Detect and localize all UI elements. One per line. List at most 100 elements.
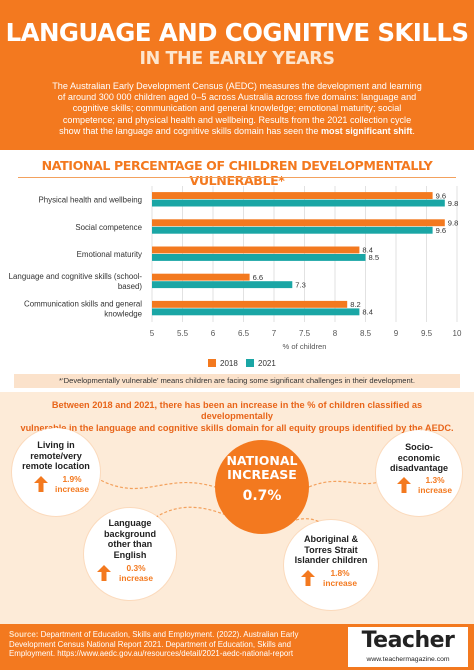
bar-2021 bbox=[152, 226, 433, 234]
bubble-value-number: 1.9% bbox=[62, 474, 82, 484]
x-axis-label: % of children bbox=[283, 342, 327, 351]
bubble-value-number: 1.8% bbox=[330, 568, 350, 578]
data-label: 8.2 bbox=[350, 300, 361, 309]
bar-2021 bbox=[152, 254, 366, 261]
category-label: Social competence bbox=[75, 223, 142, 232]
data-label: 9.8 bbox=[448, 219, 459, 228]
logo-wordmark: Teacher bbox=[361, 628, 455, 653]
x-tick-label: 7 bbox=[272, 329, 277, 338]
intro-line: The Australian Early Development Census … bbox=[52, 81, 422, 91]
intro-text: . bbox=[412, 125, 415, 136]
equity-intro-line: vulnerable in the language and cognitive… bbox=[20, 422, 454, 433]
legend-swatch bbox=[208, 359, 216, 367]
bubble-label-line: background bbox=[103, 528, 157, 539]
page-title: LANGUAGE AND COGNITIVE SKILLS bbox=[5, 18, 469, 47]
bubble-label-line: Aboriginal & bbox=[303, 534, 359, 544]
national-label: NATIONAL INCREASE bbox=[215, 454, 309, 482]
bubble-label-line: disadvantage bbox=[389, 463, 449, 474]
bubble-value-suffix: increase bbox=[119, 572, 153, 583]
intro-line: of around 300 000 children aged 0–5 acro… bbox=[57, 92, 417, 103]
bar-2018 bbox=[152, 246, 360, 254]
source-label: Source: bbox=[9, 630, 39, 639]
x-tick-label: 9 bbox=[394, 329, 399, 338]
source-text: Department of Education, Skills and Empl… bbox=[38, 630, 299, 639]
bubble-value-suffix: increase bbox=[323, 577, 357, 588]
intro-line: competence; and physical health and well… bbox=[62, 114, 412, 125]
up-arrow-icon bbox=[97, 565, 111, 581]
legend-label: 2021 bbox=[258, 359, 276, 368]
bar-2021 bbox=[152, 308, 360, 316]
source-citation: Source: Department of Education, Skills … bbox=[9, 630, 344, 659]
teacher-logo[interactable]: Teacher www.teachermagazine.com bbox=[348, 627, 468, 667]
category-label: based) bbox=[118, 282, 142, 291]
bubble-value: 1.3% increase bbox=[413, 475, 457, 495]
page-subtitle: IN THE EARLY YEARS bbox=[139, 49, 335, 69]
bar-2021 bbox=[152, 199, 445, 207]
bar-2018 bbox=[152, 273, 250, 281]
intro-emphasis: most significant shift bbox=[320, 125, 413, 136]
bubble-value-number: 1.3% bbox=[425, 475, 445, 485]
x-tick-label: 5 bbox=[150, 329, 155, 338]
source-line: Source: Department of Education, Skills … bbox=[9, 630, 344, 640]
bar-2018 bbox=[152, 300, 348, 308]
data-label: 9.6 bbox=[436, 226, 447, 235]
x-tick-label: 9.5 bbox=[421, 329, 433, 338]
national-label-line: INCREASE bbox=[227, 467, 297, 482]
x-tick-label: 5.5 bbox=[177, 329, 189, 338]
bar-2018 bbox=[152, 219, 445, 227]
bubble-label: Living in remote/very remote location bbox=[12, 440, 100, 472]
language-background-bubble: Language background other than English 0… bbox=[84, 508, 176, 600]
source-line: Employment. https://www.aedc.gov.au/reso… bbox=[9, 649, 294, 659]
intro-text: show that the language and cognitive ski… bbox=[59, 125, 321, 136]
bubble-value-suffix: increase bbox=[418, 484, 452, 495]
data-label: 8.5 bbox=[369, 253, 380, 262]
socio-economic-bubble: Socio- economic disadvantage 1.3% increa… bbox=[376, 430, 462, 516]
connector-line bbox=[83, 469, 216, 490]
category-label: Language and cognitive skills (school- bbox=[9, 272, 143, 281]
national-value: 0.7% bbox=[242, 488, 282, 504]
header-banner: LANGUAGE AND COGNITIVE SKILLS IN THE EAR… bbox=[0, 0, 474, 150]
bubble-value: 0.3% increase bbox=[114, 563, 158, 583]
bubble-label: Aboriginal & Torres Strait Islander chil… bbox=[284, 534, 378, 566]
aboriginal-torres-strait-bubble: Aboriginal & Torres Strait Islander chil… bbox=[284, 520, 378, 610]
intro-line: show that the language and cognitive ski… bbox=[24, 126, 450, 137]
intro-paragraph: The Australian Early Development Census … bbox=[24, 81, 450, 137]
logo-url[interactable]: www.teachermagazine.com bbox=[366, 656, 450, 663]
category-label: Physical health and wellbeing bbox=[38, 196, 142, 205]
category-label: knowledge bbox=[104, 309, 142, 318]
bubble-value: 1.8% increase bbox=[318, 568, 362, 588]
chart-divider bbox=[18, 177, 456, 178]
bubble-label-line: Torres Strait bbox=[304, 544, 358, 555]
data-label: 7.3 bbox=[295, 280, 306, 289]
category-label: Emotional maturity bbox=[77, 250, 142, 259]
bubble-label-line: English bbox=[113, 549, 147, 560]
bubble-value-suffix: increase bbox=[55, 483, 89, 494]
bar-2021 bbox=[152, 281, 293, 289]
source-line: Development Census National Report 2021.… bbox=[9, 639, 292, 649]
bubble-label-line: Islander children bbox=[294, 555, 368, 566]
bubble-label-line: Living in bbox=[37, 440, 75, 450]
footnote: *‘Developmentally vulnerable’ means chil… bbox=[14, 374, 460, 388]
national-label-line: NATIONAL bbox=[226, 453, 298, 468]
x-tick-label: 8 bbox=[333, 329, 338, 338]
data-label: 9.6 bbox=[436, 191, 447, 200]
data-label: 8.4 bbox=[362, 246, 373, 255]
remote-location-bubble: Living in remote/very remote location 1.… bbox=[12, 428, 100, 516]
bubble-label-line: Language bbox=[108, 518, 152, 528]
x-tick-label: 10 bbox=[453, 329, 462, 338]
x-tick-label: 7.5 bbox=[299, 329, 311, 338]
bubble-label-line: Socio- bbox=[405, 442, 433, 452]
data-label: 8.4 bbox=[362, 308, 373, 317]
bubble-label-line: other than bbox=[107, 539, 153, 550]
x-tick-label: 8.5 bbox=[360, 329, 372, 338]
bubble-label: Socio- economic disadvantage bbox=[376, 442, 462, 474]
national-increase-badge: NATIONAL INCREASE 0.7% bbox=[215, 440, 309, 534]
up-arrow-icon bbox=[301, 570, 315, 586]
up-arrow-icon bbox=[397, 477, 411, 493]
bubble-label: Language background other than English bbox=[84, 518, 176, 560]
legend-label: 2018 bbox=[220, 359, 238, 368]
bubble-label-line: economic bbox=[397, 452, 441, 463]
bubble-value-number: 0.3% bbox=[126, 563, 146, 573]
equity-intro-line: Between 2018 and 2021, there has been an… bbox=[51, 400, 423, 422]
bar-2018 bbox=[152, 192, 433, 199]
